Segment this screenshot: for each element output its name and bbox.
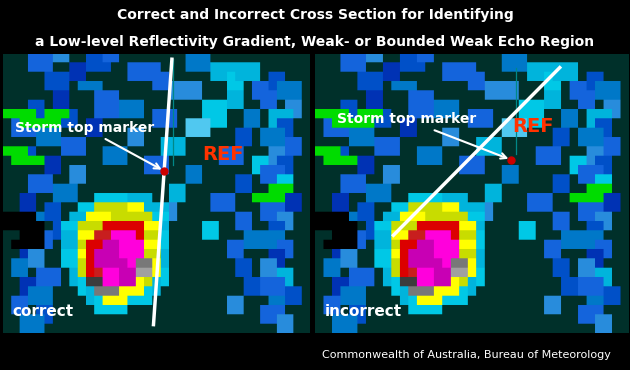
- Text: Correct and Incorrect Cross Section for Identifying: Correct and Incorrect Cross Section for …: [117, 8, 513, 22]
- Text: REF: REF: [513, 117, 554, 136]
- Text: Commonwealth of Australia, Bureau of Meteorology: Commonwealth of Australia, Bureau of Met…: [322, 350, 611, 360]
- Text: a Low-level Reflectivity Gradient, Weak- or Bounded Weak Echo Region: a Low-level Reflectivity Gradient, Weak-…: [35, 35, 595, 49]
- Text: incorrect: incorrect: [324, 304, 401, 319]
- Text: correct: correct: [13, 304, 74, 319]
- Text: Storm top marker: Storm top marker: [15, 121, 160, 168]
- Text: REF: REF: [203, 145, 244, 164]
- Text: Storm top marker: Storm top marker: [337, 112, 507, 159]
